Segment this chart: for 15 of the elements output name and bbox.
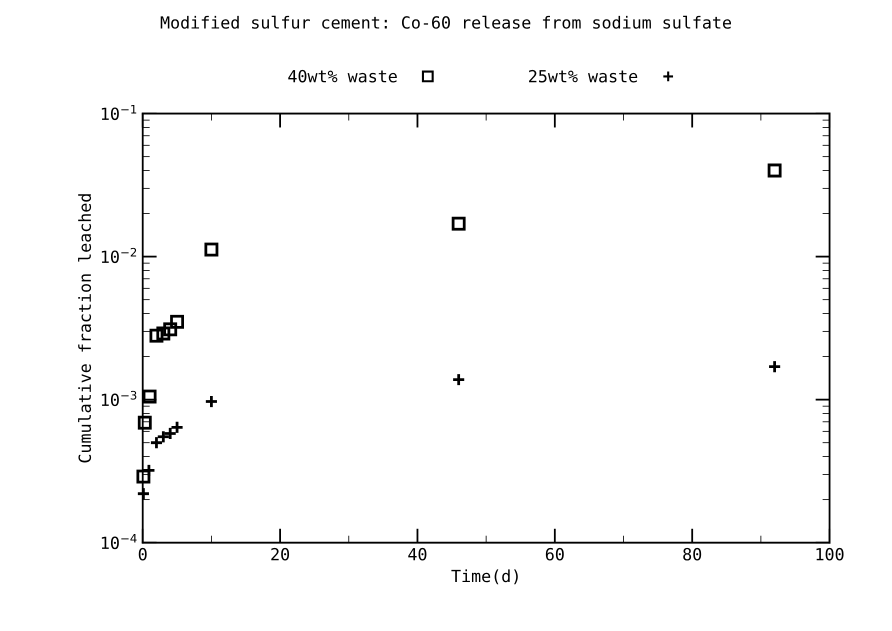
legend-label: 40wt% waste: [288, 70, 397, 82]
x-axis-title: Time(d): [451, 569, 518, 584]
x-tick-label: 60: [546, 548, 564, 561]
y-tick-label: 10$^{−2}$: [102, 248, 136, 264]
x-tick-label: 0: [138, 548, 147, 561]
y-tick-label: 10$^{−1}$: [102, 104, 136, 120]
x-tick-label: 80: [683, 548, 702, 561]
chart-title: Modified sulfur cement: Co-60 release from sodium sulfate: [160, 16, 731, 29]
x-tick-label: 20: [271, 548, 290, 561]
x-tick-label: 40: [408, 548, 426, 561]
y-tick-label: 10$^{−4}$: [102, 534, 137, 550]
y-axis-title: Cumulative fraction leached: [78, 194, 92, 462]
y-tick-label: 10$^{−3}$: [102, 390, 136, 406]
x-tick-label: 100: [816, 548, 844, 561]
legend-label: 25wt% waste: [529, 70, 638, 82]
